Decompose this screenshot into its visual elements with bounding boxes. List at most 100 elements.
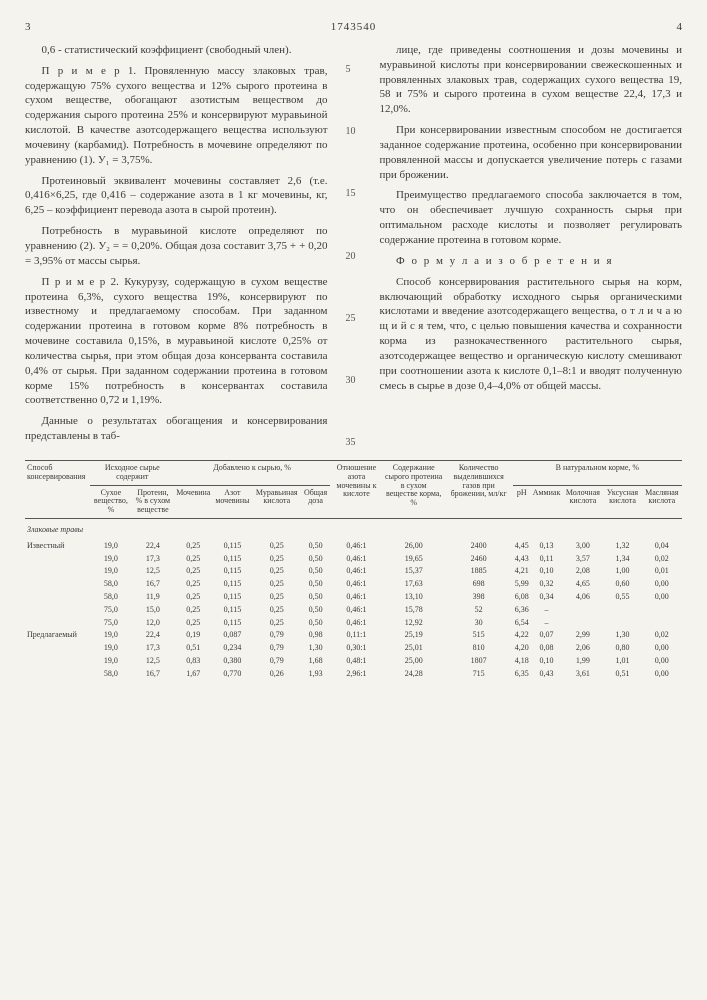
table-cell: 0,25 [174,604,212,617]
table-cell: 25,00 [383,655,445,668]
line-num: 5 [346,63,362,77]
table-cell: 12,0 [132,617,175,630]
table-cell: 0,25 [174,591,212,604]
page-header: 3 1743540 4 [25,20,682,35]
table-cell: 13,10 [383,591,445,604]
table-cell: Предлагаемый [25,629,90,642]
table-cell: 0,25 [174,553,212,566]
table-cell [603,604,641,617]
th-protein: Содержание сырого протеина в сухом вещес… [383,460,445,518]
table-cell: – [531,617,563,630]
table-cell: 1,00 [603,565,641,578]
table-cell: 4,18 [513,655,531,668]
table-cell: 15,0 [132,604,175,617]
th-sub: Протеин, % в сухом веществе [132,485,175,518]
table-cell: 0,115 [212,617,252,630]
table-cell: 0,11:1 [330,629,383,642]
table-cell: 0,234 [212,642,252,655]
table-cell: 52 [445,604,513,617]
table-cell: 0,46:1 [330,604,383,617]
table-cell: 0,50 [301,604,330,617]
table-cell [25,565,90,578]
page-num-left: 3 [25,20,31,35]
table-cell: 2400 [445,540,513,553]
table-cell: 4,22 [513,629,531,642]
table-cell: 75,0 [90,617,131,630]
table-cell: 0,32 [531,578,563,591]
th-group-natural: В натуральном корме, % [513,460,682,485]
table-cell: 0,50 [301,565,330,578]
table-row: 19,012,50,830,3800,791,680,48:125,001807… [25,655,682,668]
table-cell: 0,02 [642,553,682,566]
table-cell: 0,115 [212,591,252,604]
table-cell: 0,01 [642,565,682,578]
table-cell: 0,79 [252,655,301,668]
table-cell: 19,0 [90,629,131,642]
table-cell: 698 [445,578,513,591]
table-cell: 0,25 [174,578,212,591]
table-cell: 0,115 [212,578,252,591]
table-cell: 12,5 [132,565,175,578]
table-cell: 3,57 [562,553,603,566]
page-num-right: 4 [677,20,683,35]
table-cell: 16,7 [132,578,175,591]
table-cell: 17,3 [132,553,175,566]
table-cell: 24,28 [383,668,445,681]
table-cell [25,655,90,668]
table-cell: 0,98 [301,629,330,642]
table-cell: 3,61 [562,668,603,681]
table-cell: 1,67 [174,668,212,681]
table-cell: 22,4 [132,629,175,642]
table-cell: 11,9 [132,591,175,604]
table-cell: 19,0 [90,540,131,553]
th-sub: Молочная кислота [562,485,603,518]
table-cell: 0,46:1 [330,540,383,553]
table-cell: 75,0 [90,604,131,617]
th-sub: Уксусная кислота [603,485,641,518]
formula-heading: Ф о р м у л а и з о б р е т е н и я [380,254,683,269]
table-cell: 30 [445,617,513,630]
th-sub: Мочевина [174,485,212,518]
left-column: 0,6 - статистический коэффициент (свобод… [25,43,328,450]
table-cell: 0,26 [252,668,301,681]
table-cell: 19,0 [90,642,131,655]
table-cell: 2,99 [562,629,603,642]
table-cell: 0,25 [174,540,212,553]
table-cell: 0,25 [252,591,301,604]
th-sub: Общая доза [301,485,330,518]
table-row: 58,011,90,250,1150,250,500,46:113,103986… [25,591,682,604]
table-cell: 1,34 [603,553,641,566]
table-cell: 0,51 [603,668,641,681]
table-cell: 4,20 [513,642,531,655]
table-body: Злаковые травы Известный19,022,40,250,11… [25,518,682,680]
table-cell: 1,93 [301,668,330,681]
claim-text: Способ консервирования растительного сыр… [380,275,683,394]
table-cell: 0,51 [174,642,212,655]
line-num: 10 [346,125,362,139]
table-cell: 0,00 [642,655,682,668]
table-row: 19,017,30,250,1150,250,500,46:119,652460… [25,553,682,566]
table-cell [562,617,603,630]
th-sub: pH [513,485,531,518]
table-cell: 1,32 [603,540,641,553]
table-cell: 0,13 [531,540,563,553]
table-cell: 0,25 [252,617,301,630]
th-gas: Количество выделившихся газов при брожен… [445,460,513,518]
table-cell [642,617,682,630]
table-cell [642,604,682,617]
table-cell: 19,0 [90,565,131,578]
table-cell: 15,78 [383,604,445,617]
table-cell: 0,25 [252,578,301,591]
table-cell: 1,99 [562,655,603,668]
table-header: Способ консервирования Исходное сырье со… [25,460,682,518]
table-cell: 4,45 [513,540,531,553]
table-cell: 0,25 [252,540,301,553]
table-cell: 4,21 [513,565,531,578]
table-cell: 0,50 [301,540,330,553]
table-cell: 0,19 [174,629,212,642]
table-cell: 58,0 [90,668,131,681]
table-cell [25,591,90,604]
table-cell: 0,087 [212,629,252,642]
table-cell: 4,65 [562,578,603,591]
right-column: лице, где приведены соотношения и дозы м… [380,43,683,450]
